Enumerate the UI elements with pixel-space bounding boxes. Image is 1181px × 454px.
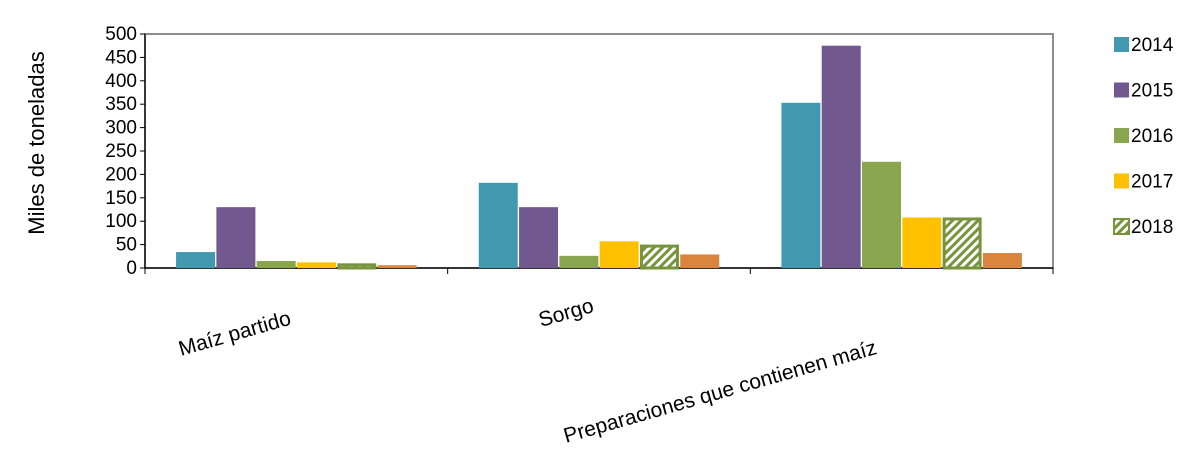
y-tick-label: 0 bbox=[126, 258, 137, 279]
y-axis-label: Miles de toneladas bbox=[24, 51, 49, 234]
legend-swatch bbox=[1114, 37, 1129, 52]
category-label: Maíz partido bbox=[176, 307, 293, 361]
bar-2014-2 bbox=[478, 182, 518, 268]
bar-series-6-2 bbox=[680, 254, 720, 268]
legend-label: 2016 bbox=[1131, 126, 1173, 147]
bar-2014-1 bbox=[176, 252, 216, 268]
legend-label: 2018 bbox=[1131, 217, 1173, 238]
y-tick-label: 100 bbox=[105, 211, 137, 232]
bar-2018-2 bbox=[639, 244, 679, 270]
category-label: Preparaciones que contienen maíz bbox=[561, 336, 879, 448]
bar-2016-3 bbox=[862, 161, 902, 268]
legend-swatch bbox=[1113, 218, 1130, 235]
bar-2014-3 bbox=[781, 102, 821, 269]
bar-2018-1 bbox=[337, 263, 377, 270]
bar-2016-1 bbox=[256, 260, 296, 268]
y-tick-label: 350 bbox=[105, 94, 137, 115]
legend: 2014 2015 2016 2017 2018 bbox=[1113, 35, 1174, 238]
legend-swatch bbox=[1114, 173, 1129, 189]
y-tick-label: 400 bbox=[105, 71, 137, 92]
bar-2017-1 bbox=[296, 262, 336, 268]
bar-2018-3 bbox=[942, 217, 982, 270]
legend-label: 2017 bbox=[1131, 172, 1173, 193]
legend-swatch bbox=[1114, 82, 1129, 98]
bar-series-6-1 bbox=[377, 265, 417, 268]
legend-label: 2014 bbox=[1131, 35, 1174, 56]
y-tick-label: 200 bbox=[105, 164, 137, 185]
bar-2015-2 bbox=[519, 207, 559, 268]
y-tick-label: 500 bbox=[105, 24, 137, 45]
bar-2017-3 bbox=[902, 217, 942, 268]
legend-label: 2015 bbox=[1131, 81, 1173, 102]
bar-2015-1 bbox=[216, 207, 256, 268]
y-tick-label: 300 bbox=[105, 118, 137, 139]
bar-2016-2 bbox=[559, 255, 599, 268]
y-tick-label: 450 bbox=[105, 47, 137, 68]
bar-2015-3 bbox=[821, 45, 861, 269]
legend-swatch bbox=[1114, 128, 1129, 143]
category-label: Sorgo bbox=[536, 294, 596, 332]
bar-series-6-3 bbox=[982, 253, 1022, 268]
y-tick-label: 50 bbox=[116, 235, 137, 256]
y-tick-label: 150 bbox=[105, 188, 137, 209]
y-tick-label: 250 bbox=[105, 141, 137, 162]
bar-2017-2 bbox=[599, 241, 639, 268]
